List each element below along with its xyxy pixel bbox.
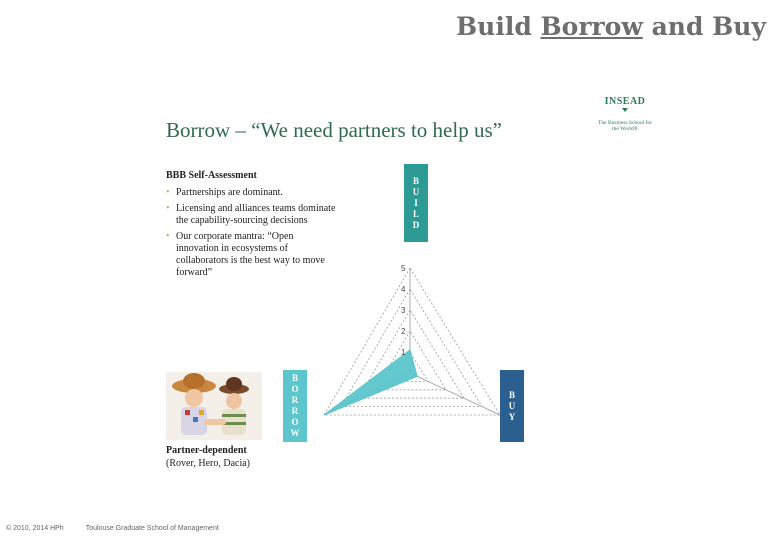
caption-title: Partner-dependent (166, 445, 247, 456)
slide-title: Borrow – “We need partners to help us” (166, 118, 502, 142)
header-and-buy: and Buy (651, 12, 766, 41)
logo-tagline: The Business School for the World® (598, 120, 652, 132)
header-build: Build (456, 12, 532, 41)
logo-mark-icon (622, 108, 628, 117)
bullet-icon: • (166, 187, 170, 198)
footer-copyright: © 2010, 2014 HPh (6, 525, 64, 532)
grid-ring (323, 267, 501, 416)
axis-spoke (409, 372, 501, 416)
assessment-bullet: • Our corporate mantra: “Open innovation … (166, 231, 325, 278)
assessment-bullets: • Partnerships are dominant. • Licensing a… (166, 187, 336, 279)
tick-label: 3 (401, 306, 406, 315)
tick-label: 4 (401, 285, 406, 294)
series-area (323, 349, 418, 416)
footer-school: Toulouse Graduate School of Management (85, 525, 219, 532)
assessment-bullet: • Partnerships are dominant. (166, 187, 283, 198)
insead-logo: INSEAD The Business School for the World… (596, 96, 654, 132)
header-title: Build Borrow and Buy (456, 12, 766, 41)
assessment-bullet: • Licensing and alliances teams dominate … (166, 203, 336, 226)
build-axis-label: B U I L D (404, 164, 428, 242)
tick-label: 1 (401, 348, 406, 357)
bullet-icon: • (166, 203, 170, 214)
bullet-icon: • (166, 231, 170, 242)
buy-axis-label: B U Y (500, 370, 524, 442)
logo-name: INSEAD (604, 96, 646, 107)
grid-ring (374, 330, 447, 391)
header-borrow: Borrow (540, 12, 643, 41)
borrow-axis-label: B O R R O W (283, 370, 307, 442)
caption-examples: (Rover, Hero, Dacia) (166, 458, 251, 469)
photo-caption: Partner-dependent (Rover, Hero, Dacia) (166, 444, 250, 470)
children-photo (166, 372, 262, 440)
radar-chart: 1 2 3 4 5 (323, 264, 501, 416)
self-assessment: BBB Self-Assessment • Partnerships are do… (166, 170, 336, 283)
tick-label: 5 (401, 264, 406, 273)
footer: © 2010, 2014 HPh Toulouse Graduate School… (6, 525, 219, 532)
tick-label: 2 (401, 327, 406, 336)
assessment-heading: BBB Self-Assessment (166, 170, 257, 181)
grid-ring (340, 288, 483, 408)
